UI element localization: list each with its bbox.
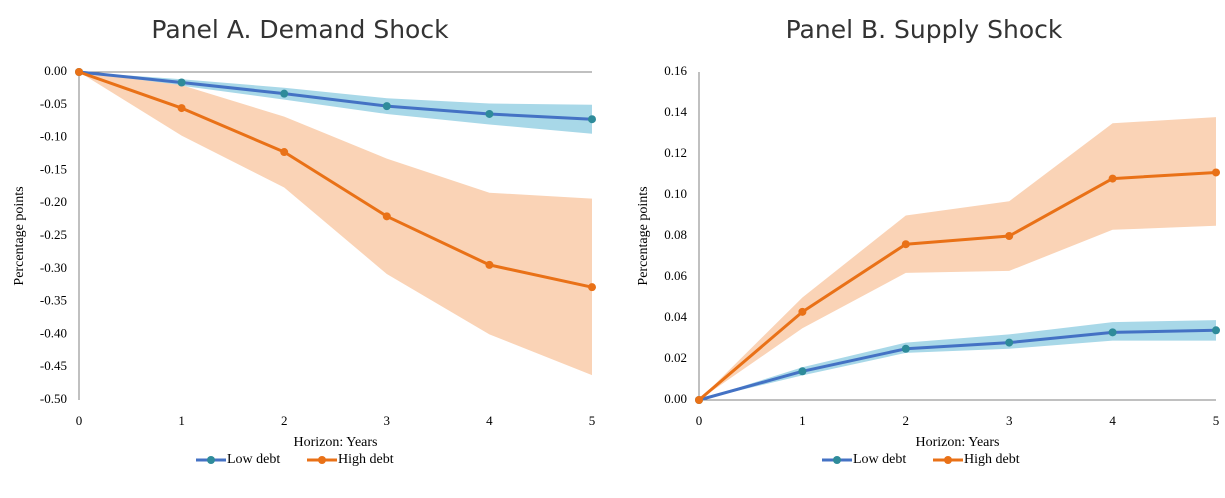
x-tick-label: 2 xyxy=(903,413,910,428)
y-tick-label: -0.15 xyxy=(40,161,67,176)
x-tick-label: 3 xyxy=(384,413,391,428)
low-debt-data-point xyxy=(485,109,494,118)
y-axis-title: Percentage points xyxy=(636,186,651,285)
x-tick-label: 1 xyxy=(178,413,185,428)
y-tick-label: 0.16 xyxy=(664,63,687,78)
high-debt-legend-label: High debt xyxy=(964,452,1020,467)
y-tick-label: -0.45 xyxy=(40,358,67,373)
legend: Low debt High debt xyxy=(196,452,394,467)
low-debt-data-point xyxy=(901,344,910,353)
y-tick-label: -0.20 xyxy=(40,194,67,209)
y-tick-label: -0.40 xyxy=(40,325,67,340)
low-debt-legend-label: Low debt xyxy=(227,452,280,467)
low-debt-data-point xyxy=(177,78,186,87)
low-debt-confidence-band xyxy=(699,320,1216,400)
high-debt-data-point xyxy=(1212,168,1220,177)
low-debt-legend-marker xyxy=(207,456,215,464)
y-tick-label: -0.05 xyxy=(40,96,67,111)
high-debt-data-point xyxy=(798,307,807,316)
high-debt-data-point xyxy=(177,104,186,113)
y-tick-label: 0.02 xyxy=(664,350,687,365)
x-tick-label: 4 xyxy=(486,413,493,428)
y-tick-label: -0.25 xyxy=(40,227,67,242)
x-tick-label: 5 xyxy=(1213,413,1220,428)
low-debt-confidence-band xyxy=(79,72,592,134)
y-tick-label: 0.12 xyxy=(664,145,687,160)
low-debt-data-point xyxy=(1212,326,1220,335)
x-tick-label: 2 xyxy=(281,413,288,428)
x-tick-label: 0 xyxy=(76,413,83,428)
low-debt-legend-marker xyxy=(833,456,841,464)
x-tick-label: 4 xyxy=(1109,413,1116,428)
panel-a-demand-shock: Panel A. Demand Shock 0.00 -0.05 -0.10 -0.15… xyxy=(12,15,596,467)
y-tick-label: 0.10 xyxy=(664,186,687,201)
high-debt-data-point xyxy=(280,148,289,157)
high-debt-data-point xyxy=(695,396,703,404)
low-debt-data-point xyxy=(382,102,391,111)
high-debt-confidence-band xyxy=(79,72,592,376)
y-tick-label: -0.30 xyxy=(40,260,67,275)
y-tick-label: 0.00 xyxy=(664,391,687,406)
x-tick-label: 1 xyxy=(799,413,806,428)
low-debt-data-point xyxy=(798,367,807,376)
x-axis-title: Horizon: Years xyxy=(294,435,378,450)
y-tick-label: -0.35 xyxy=(40,293,67,308)
y-tick-label: 0.08 xyxy=(664,227,687,242)
low-debt-data-point xyxy=(1005,338,1014,347)
low-debt-data-point xyxy=(588,115,596,124)
y-tick-label: 0.00 xyxy=(44,63,67,78)
panel-title: Panel A. Demand Shock xyxy=(151,15,449,44)
panel-b-supply-shock: Panel B. Supply Shock 0.00 0.02 0.04 0.06 0.0… xyxy=(636,15,1220,467)
y-tick-label: -0.10 xyxy=(40,129,67,144)
high-debt-legend-label: High debt xyxy=(338,452,394,467)
high-debt-data-point xyxy=(588,283,596,292)
y-tick-label: 0.04 xyxy=(664,309,687,324)
low-debt-series-line xyxy=(78,70,593,121)
high-debt-confidence-band xyxy=(699,117,1216,400)
legend: Low debt High debt xyxy=(822,452,1020,467)
y-axis-title: Percentage points xyxy=(12,186,27,285)
low-debt-data-point xyxy=(1108,328,1117,337)
low-debt-legend-label: Low debt xyxy=(853,452,906,467)
y-tick-label: 0.14 xyxy=(664,104,687,119)
high-debt-series-line xyxy=(698,171,1217,402)
high-debt-legend-marker xyxy=(944,456,952,464)
x-axis-title: Horizon: Years xyxy=(916,435,1000,450)
low-debt-data-point xyxy=(280,89,289,98)
x-tick-label: 5 xyxy=(589,413,596,428)
high-debt-series-line xyxy=(78,70,593,289)
y-tick-label: -0.50 xyxy=(40,391,67,406)
high-debt-data-point xyxy=(1005,232,1014,240)
high-debt-legend-marker xyxy=(318,456,326,464)
high-debt-data-point xyxy=(382,212,391,221)
y-tick-label: 0.06 xyxy=(664,268,687,283)
high-debt-data-point xyxy=(901,240,910,249)
panel-title: Panel B. Supply Shock xyxy=(786,15,1063,44)
high-debt-data-point xyxy=(485,260,494,269)
high-debt-data-point xyxy=(75,68,83,76)
high-debt-data-point xyxy=(1108,174,1117,183)
x-tick-label: 3 xyxy=(1006,413,1013,428)
x-tick-label: 0 xyxy=(696,413,703,428)
low-debt-series-line xyxy=(698,328,1217,402)
